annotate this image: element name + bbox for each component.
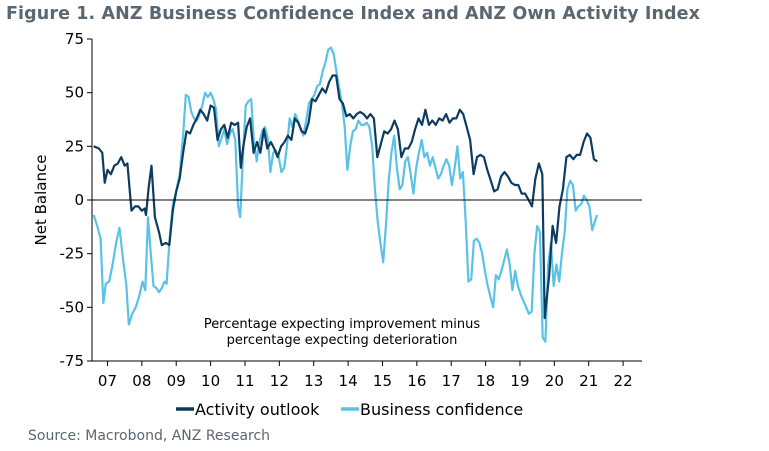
- source-note: Source: Macrobond, ANZ Research: [28, 428, 271, 444]
- x-tick-label: 07: [98, 372, 117, 390]
- legend-label: Activity outlook: [195, 400, 320, 419]
- y-tick-label: 50: [65, 84, 84, 102]
- x-tick-label: 19: [510, 372, 529, 390]
- y-tick-label: 25: [65, 137, 84, 155]
- y-tick-label: -50: [60, 298, 85, 316]
- x-tick-label: 21: [579, 372, 598, 390]
- series-line-business-confidence: [92, 46, 599, 343]
- x-tick-label: 12: [270, 372, 289, 390]
- chart-annotation: percentage expecting deterioration: [227, 333, 458, 348]
- series-line-activity-outlook: [93, 74, 598, 320]
- x-tick-label: 20: [545, 372, 564, 390]
- y-tick-label: -75: [60, 352, 85, 370]
- x-tick-label: 22: [614, 372, 633, 390]
- x-tick-label: 09: [167, 372, 186, 390]
- x-tick-label: 15: [373, 372, 392, 390]
- y-tick-label: 75: [65, 30, 84, 48]
- x-tick-label: 16: [407, 372, 426, 390]
- x-tick-label: 18: [476, 372, 495, 390]
- legend-label: Business confidence: [360, 400, 523, 419]
- x-tick-label: 08: [132, 372, 151, 390]
- x-tick-label: 10: [201, 372, 220, 390]
- x-tick-label: 14: [339, 372, 358, 390]
- x-tick-label: 11: [235, 372, 254, 390]
- y-tick-label: -25: [60, 245, 85, 263]
- figure-title: Figure 1. ANZ Business Confidence Index …: [6, 4, 701, 24]
- x-tick-label: 13: [304, 372, 323, 390]
- y-axis-label: Net Balance: [32, 155, 50, 246]
- y-tick-label: 0: [74, 191, 84, 209]
- x-tick-label: 17: [442, 372, 461, 390]
- chart-annotation: Percentage expecting improvement minus: [204, 317, 481, 332]
